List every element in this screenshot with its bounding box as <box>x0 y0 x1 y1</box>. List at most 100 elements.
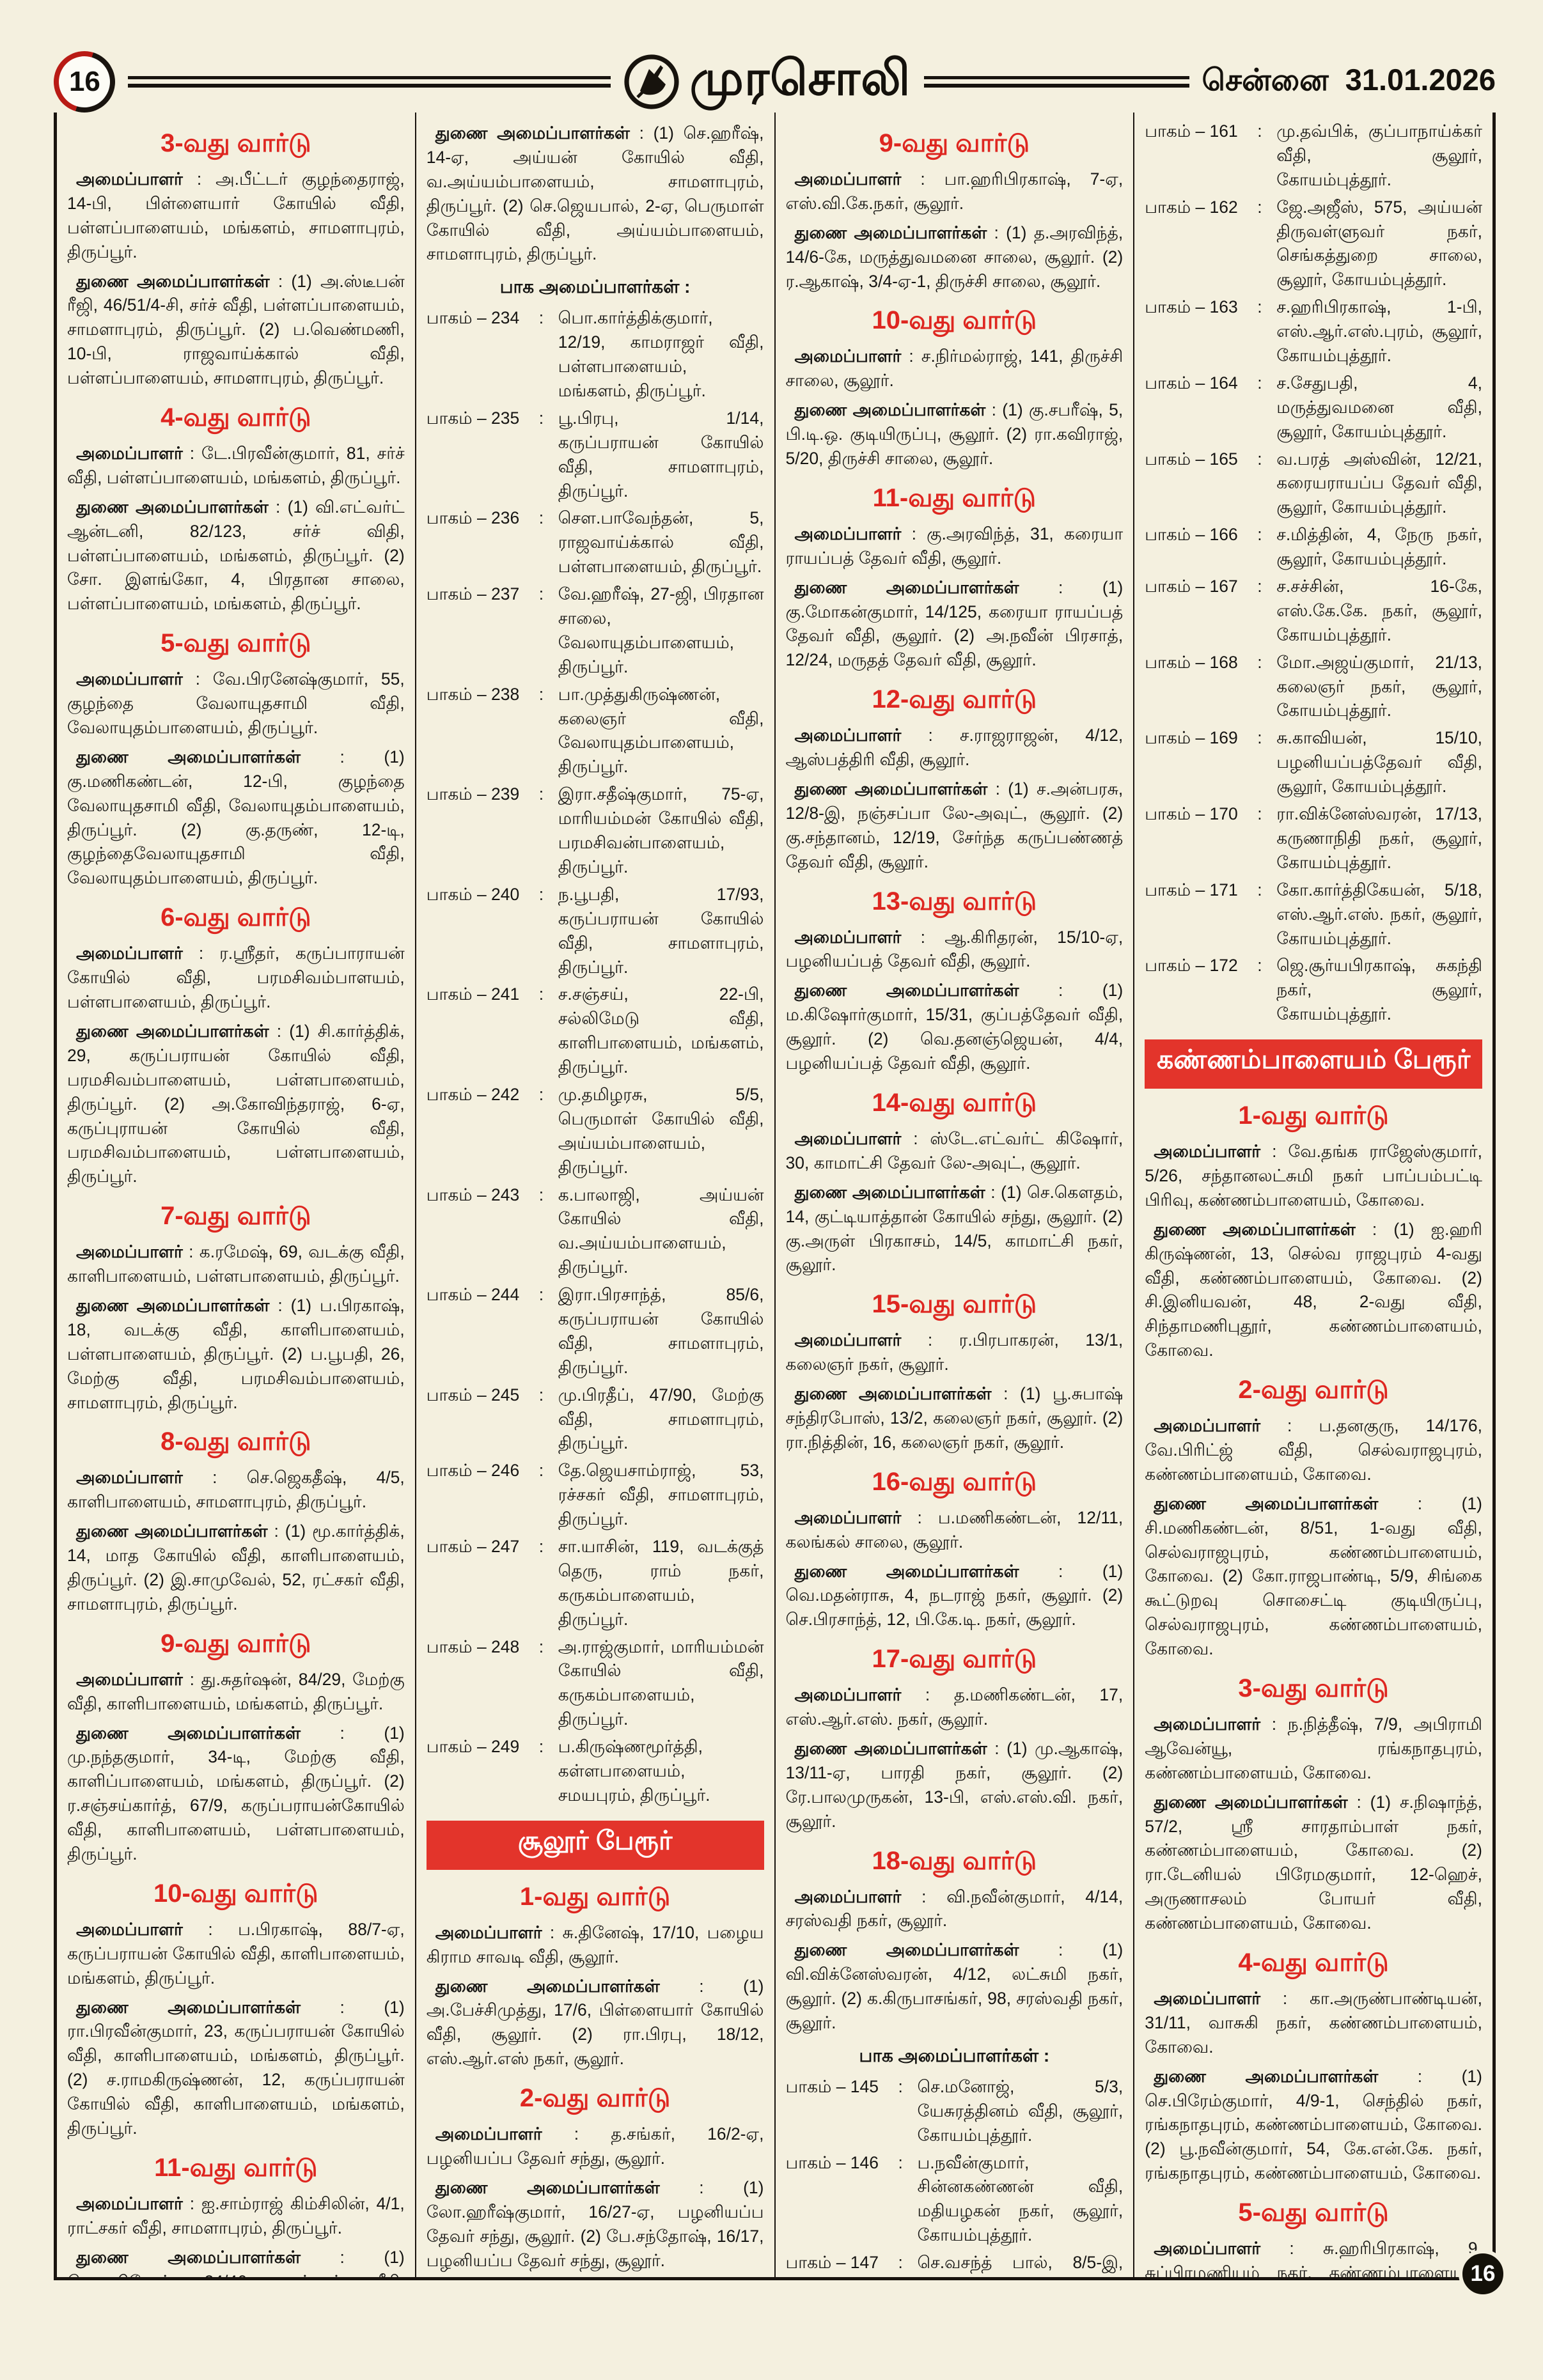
part-number: பாகம் – 241 <box>426 984 520 1004</box>
part-colon: : <box>1257 525 1262 545</box>
column-4: பாகம் – 161: மு.தவ்பிக், குப்பாநாய்க்கர் … <box>1133 113 1492 2277</box>
role-label: துணை அமைப்பாளர்கள் <box>435 2177 660 2197</box>
part-text: மு.பிரதீப், 47/90, மேற்கு வீதி, சாமளாபுர… <box>558 1385 764 1453</box>
edition-date: 31.01.2026 <box>1345 63 1496 97</box>
role-paragraph: அமைப்பாளர் : செ.ஜெகதீஷ், 4/5, காளிபாளையம… <box>67 1468 405 1512</box>
role-paragraph: துணை அமைப்பாளர்கள் : (1) மூ.கார்த்திக், … <box>67 1521 405 1614</box>
part-number: பாகம் – 246 <box>426 1461 520 1481</box>
part-colon: : <box>538 1385 544 1404</box>
role-label: அமைப்பாளர் <box>794 927 902 947</box>
ward-heading: 3-வது வார்டு <box>161 129 311 157</box>
part-text: செ.வசந்த் பால், 8/5-இ, எஸ்.எல்.வி. நகர்,… <box>917 2253 1124 2273</box>
role-label: அமைப்பாளர் <box>1154 1416 1261 1436</box>
role-paragraph: அமைப்பாளர் : அ.பீட்டர் குழந்தைராஜ், 14-ப… <box>67 169 405 261</box>
part-number: பாகம் – 242 <box>426 1084 520 1104</box>
role-label: துணை அமைப்பாளர்கள் <box>76 1295 270 1315</box>
ward-heading: 1-வது வார்டு <box>1238 1101 1389 1130</box>
role-label: துணை அமைப்பாளர்கள் <box>794 222 987 242</box>
part-colon: : <box>1257 577 1262 596</box>
role-label: அமைப்பாளர் <box>435 1922 542 1942</box>
role-paragraph: அமைப்பாளர் : சு.தினேஷ், 17/10, பழைய கிரா… <box>426 1922 764 1966</box>
ward-heading: 6-வது வார்டு <box>161 903 311 932</box>
part-row: பாகம் – 169: சு.காவியன், 15/10, பழனியப்பத… <box>1145 726 1482 799</box>
ward-heading: 10-வது வார்டு <box>153 1879 318 1908</box>
ward-heading: 17-வது வார்டு <box>872 1645 1037 1674</box>
role-label: அமைப்பாளர் <box>76 1919 183 1939</box>
role-paragraph: துணை அமைப்பாளர்கள் : (1) ஐ.ஹரி கிருஷ்ணன்… <box>1145 1219 1482 1360</box>
role-paragraph: அமைப்பாளர் : த.மணிகண்டன், 17, எஸ்.ஆர்.எஸ… <box>785 1685 1124 1729</box>
part-number: பாகம் – 249 <box>426 1737 520 1757</box>
role-label: துணை அமைப்பாளர்கள் <box>76 271 270 291</box>
part-row: பாகம் – 146: ப.நவீன்குமார், சின்னகண்ணன் வ… <box>786 2151 1124 2248</box>
part-colon: : <box>538 508 544 528</box>
ward-heading: 7-வது வார்டு <box>161 1202 311 1231</box>
part-row: பாகம் – 248: அ.ராஜ்குமார், மாரியம்மன் கோய… <box>427 1635 764 1732</box>
ward-heading: 11-வது வார்டு <box>872 483 1037 512</box>
part-row: பாகம் – 239: இரா.சதீஷ்குமார், 75-ஏ, மாரிய… <box>427 782 764 880</box>
role-label: அமைப்பாளர் <box>1154 1989 1261 2008</box>
ward-heading: 8-வது வார்டு <box>161 1427 311 1456</box>
column-1: 3-வது வார்டு அமைப்பாளர் : அ.பீட்டர் குழந்… <box>57 113 415 2277</box>
part-number: பாகம் – 167 <box>1145 577 1238 596</box>
role-paragraph: அமைப்பாளர் : பா.ஹரிபிரகாஷ், 7-ஏ, எஸ்.வி.… <box>785 169 1124 213</box>
part-colon: : <box>538 984 544 1004</box>
ward-heading: 5-வது வார்டு <box>161 629 311 658</box>
role-label: துணை அமைப்பாளர்கள் <box>435 1976 660 1996</box>
role-paragraph: அமைப்பாளர் : வே.தங்க ராஜேஸ்குமார், 5/26,… <box>1145 1142 1482 1209</box>
part-number: பாகம் – 164 <box>1145 373 1238 393</box>
part-text: பூ.பிரபு, 1/14, கருப்பராயன் கோயில் வீதி,… <box>558 408 764 501</box>
ward-heading: 9-வது வார்டு <box>879 129 1030 157</box>
role-paragraph: துணை அமைப்பாளர்கள் : (1) செ.அபிஷேக், 24/… <box>67 2247 405 2277</box>
part-row: பாகம் – 172: ஜெ.சூர்யபிரகாஷ், சுகந்தி நகர… <box>1145 954 1482 1027</box>
role-paragraph: துணை அமைப்பாளர்கள் : (1) சி.மணிகண்டன், 8… <box>1145 1493 1482 1659</box>
part-number: பாகம் – 238 <box>426 684 520 704</box>
part-row: பாகம் – 147: செ.வசந்த் பால், 8/5-இ, எஸ்.எ… <box>786 2251 1124 2277</box>
part-text: ச.சச்சின், 16-கே, எஸ்.கே.கே. நகர், சூலூர… <box>1276 577 1482 644</box>
ward-heading: 10-வது வார்டு <box>872 306 1037 335</box>
role-paragraph: அமைப்பாளர் : ர.பிரபாகரன், 13/1, கலைஞர் ந… <box>785 1330 1124 1374</box>
role-paragraph: துணை அமைப்பாளர்கள் : (1) கு.மோகன்குமார்,… <box>785 577 1124 670</box>
edition-city: சென்னை <box>1202 63 1329 97</box>
part-number: பாகம் – 166 <box>1145 525 1238 545</box>
part-text: தே.ஜெயசாம்ராஜ், 53, ரச்சகர் வீதி, சாமளாப… <box>558 1461 764 1529</box>
part-text: மோ.அஜய்குமார், 21/13, கலைஞர் நகர், சூலூர… <box>1276 652 1482 720</box>
part-row: பாகம் – 246: தே.ஜெயசாம்ராஜ், 53, ரச்சகர் … <box>427 1459 764 1532</box>
part-number: பாகம் – 145 <box>785 2076 879 2096</box>
role-paragraph: அமைப்பாளர் : ச.நிர்மல்ராஜ், 141, திருச்ச… <box>785 346 1124 391</box>
role-label: துணை அமைப்பாளர்கள் <box>435 123 630 143</box>
role-paragraph: துணை அமைப்பாளர்கள் : (1) செ.ஹரீஷ், 14-ஏ,… <box>426 123 764 264</box>
part-row: பாகம் – 234: பொ.கார்த்திக்குமார், 12/19, … <box>427 306 764 403</box>
role-paragraph: துணை அமைப்பாளர்கள் : (1) சி.கார்த்திக், … <box>67 1021 405 1186</box>
column-2: துணை அமைப்பாளர்கள் : (1) செ.ஹரீஷ், 14-ஏ,… <box>414 113 774 2277</box>
part-row: பாகம் – 170: ரா.விக்னேஸ்வரன், 17/13, கருண… <box>1145 802 1482 875</box>
role-paragraph: அமைப்பாளர் : ஐ.சாம்ராஜ் கிம்சிலின், 4/1,… <box>67 2193 405 2237</box>
ward-heading: 11-வது வார்டு <box>154 2153 318 2182</box>
role-label: அமைப்பாளர் <box>1154 1142 1261 1162</box>
ward-heading: 12-வது வார்டு <box>872 685 1037 714</box>
part-colon: : <box>538 408 544 428</box>
region-banner: சூலூர் பேரூர் <box>426 1820 764 1870</box>
part-text: ந.பூபதி, 17/93, கருப்பராயன் கோயில் வீதி,… <box>558 884 764 977</box>
page-number: 16 <box>68 66 100 98</box>
part-row: பாகம் – 165: வ.பரத் அஸ்வின், 12/21, கரையர… <box>1145 447 1482 520</box>
part-colon: : <box>538 584 544 604</box>
role-label: அமைப்பாளர் <box>794 1685 902 1705</box>
part-text: சௌ.பாவேந்தன், 5, ராஜவாய்க்கால் வீதி, பள்… <box>558 508 764 577</box>
role-paragraph: துணை அமைப்பாளர்கள் : (1) த.அரவிந்த், 14/… <box>785 222 1124 291</box>
part-row: பாகம் – 244: இரா.பிரசாந்த், 85/6, கருப்பர… <box>427 1283 764 1380</box>
part-text: ஜே.அஜீஸ், 575, அய்யன் திருவள்ளுவர் நகர்,… <box>1276 197 1482 290</box>
role-paragraph: துணை அமைப்பாளர்கள் : (1) மு.ஆகாஷ், 13/11… <box>785 1738 1124 1831</box>
part-row: பாகம் – 162: ஜே.அஜீஸ், 575, அய்யன் திருவள… <box>1145 196 1482 293</box>
role-label: அமைப்பாளர் <box>76 1669 183 1689</box>
role-paragraph: அமைப்பாளர் : த.சங்கர், 16/2-ஏ, பழனியப்ப … <box>426 2124 764 2168</box>
role-paragraph: துணை அமைப்பாளர்கள் : (1) வி.எட்வர்ட் ஆன்… <box>67 497 405 614</box>
part-colon: : <box>1257 956 1262 976</box>
role-paragraph: துணை அமைப்பாளர்கள் : (1) லோ.ஹரீஷ்குமார்,… <box>426 2177 764 2270</box>
role-label: துணை அமைப்பாளர்கள் <box>76 1723 301 1743</box>
role-paragraph: துணை அமைப்பாளர்கள் : (1) செ.பிரேம்குமார்… <box>1145 2066 1482 2183</box>
part-colon: : <box>1257 804 1262 824</box>
role-paragraph: துணை அமைப்பாளர்கள் : (1) பூ.சுபாஷ் சந்தி… <box>785 1384 1124 1452</box>
part-colon: : <box>1257 728 1262 748</box>
part-number: பாகம் – 163 <box>1145 297 1238 317</box>
part-text: ச.ஹரிபிரகாஷ், 1-பி, எஸ்.ஆர்.எஸ்.புரம், ச… <box>1276 297 1482 366</box>
